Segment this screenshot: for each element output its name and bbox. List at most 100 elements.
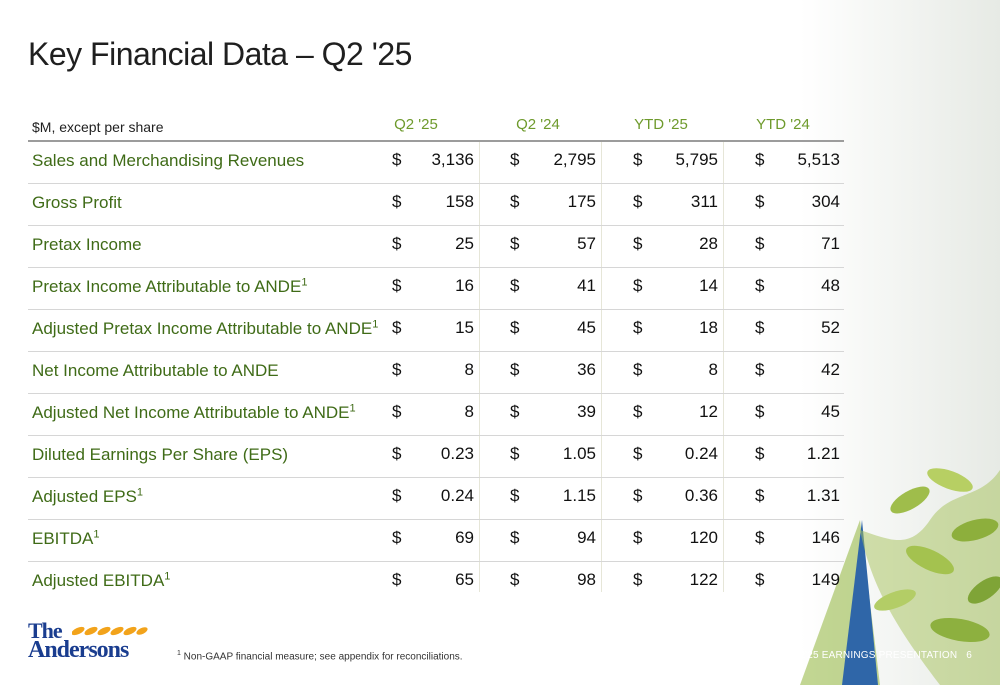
table-cell-value: 12: [699, 402, 718, 421]
table-cell-value: 0.24: [684, 444, 718, 463]
currency-symbol: $: [755, 528, 765, 547]
row-label-text: Sales and Merchandising Revenues: [32, 151, 305, 170]
financial-table: Sales and Merchandising Revenues $3,136 $2…: [28, 142, 844, 603]
currency-symbol: $: [392, 402, 402, 421]
currency-symbol: $: [755, 360, 765, 379]
currency-symbol: $: [392, 570, 402, 589]
column-header-q2-25: Q2 '25: [394, 116, 438, 133]
currency-symbol: $: [392, 234, 402, 253]
currency-symbol: $: [392, 360, 402, 379]
currency-symbol: $: [633, 192, 643, 211]
table-cell-value: 149: [811, 570, 840, 589]
table-cell-value: 98: [577, 570, 596, 589]
header-divider: [28, 140, 844, 142]
table-cell-value: 71: [821, 234, 840, 253]
currency-symbol: $: [510, 402, 520, 421]
table-cell-value: 45: [577, 318, 596, 337]
row-label: Adjusted EPS1: [32, 487, 143, 507]
row-label: Adjusted Net Income Attributable to ANDE…: [32, 403, 356, 423]
currency-symbol: $: [510, 360, 520, 379]
currency-symbol: $: [510, 486, 520, 505]
column-divider: [723, 142, 724, 592]
table-cell-value: 2,795: [553, 150, 596, 169]
row-label: Pretax Income Attributable to ANDE1: [32, 277, 307, 297]
currency-symbol: $: [392, 150, 402, 169]
table-cell-value: 15: [455, 318, 474, 337]
table-cell-value: 57: [577, 234, 596, 253]
table-row: Sales and Merchandising Revenues $3,136 $2…: [28, 142, 844, 184]
currency-symbol: $: [633, 318, 643, 337]
table-cell-value: 1.31: [806, 486, 840, 505]
row-label: Pretax Income: [32, 235, 142, 255]
logo-line-2: Andersons: [28, 637, 129, 663]
currency-symbol: $: [392, 192, 402, 211]
currency-symbol: $: [510, 444, 520, 463]
column-divider: [479, 142, 480, 592]
currency-symbol: $: [510, 192, 520, 211]
table-cell-value: 45: [821, 402, 840, 421]
row-label: Diluted Earnings Per Share (EPS): [32, 445, 288, 465]
row-label-text: EBITDA: [32, 529, 94, 548]
column-header-q2-24: Q2 '24: [516, 116, 560, 133]
currency-symbol: $: [510, 234, 520, 253]
currency-symbol: $: [510, 276, 520, 295]
row-label: Net Income Attributable to ANDE: [32, 361, 279, 381]
currency-symbol: $: [755, 276, 765, 295]
currency-symbol: $: [633, 402, 643, 421]
table-row: Pretax Income $25 $57 $28 $71: [28, 226, 844, 268]
row-label-text: Pretax Income Attributable to ANDE: [32, 277, 302, 296]
table-cell-value: 304: [811, 192, 840, 211]
currency-symbol: $: [510, 318, 520, 337]
column-divider: [601, 142, 602, 592]
currency-symbol: $: [633, 360, 643, 379]
table-cell-value: 8: [464, 402, 474, 421]
table-cell-value: 8: [464, 360, 474, 379]
table-cell-value: 5,513: [797, 150, 840, 169]
row-label-text: Diluted Earnings Per Share (EPS): [32, 445, 289, 464]
row-label-text: Adjusted EPS: [32, 487, 137, 506]
currency-symbol: $: [755, 486, 765, 505]
logo-line-1: The: [28, 618, 63, 643]
page-number: 6: [966, 650, 972, 661]
table-cell-value: 69: [455, 528, 474, 547]
table-row: Net Income Attributable to ANDE $8 $36 $8 $4…: [28, 352, 844, 394]
table-cell-value: 39: [577, 402, 596, 421]
table-cell-value: 0.23: [440, 444, 474, 463]
currency-symbol: $: [392, 486, 402, 505]
row-label-text: Pretax Income: [32, 235, 142, 254]
table-cell-value: 1.21: [806, 444, 840, 463]
table-cell-value: 175: [567, 192, 596, 211]
currency-symbol: $: [755, 150, 765, 169]
currency-symbol: $: [755, 570, 765, 589]
footnote-marker: 1: [372, 318, 379, 331]
table-cell-value: 18: [699, 318, 718, 337]
row-label: EBITDA1: [32, 529, 100, 549]
row-label: Gross Profit: [32, 193, 122, 213]
row-label-text: Adjusted EBITDA: [32, 571, 165, 590]
company-logo: The Andersons: [28, 618, 148, 664]
currency-symbol: $: [392, 318, 402, 337]
table-row: Pretax Income Attributable to ANDE1 $16 $4…: [28, 268, 844, 310]
table-cell-value: 158: [445, 192, 474, 211]
footer: Q2'25 EARNINGS PRESENTATION 6: [791, 650, 972, 661]
footer-label: Q2'25 EARNINGS PRESENTATION: [791, 650, 958, 661]
table-cell-value: 311: [690, 192, 718, 211]
footnote-marker: 1: [136, 486, 144, 499]
table-cell-value: 122: [689, 570, 718, 589]
table-cell-value: 94: [577, 528, 596, 547]
table-row: EBITDA1 $69 $94 $120 $146: [28, 520, 844, 562]
currency-symbol: $: [633, 276, 643, 295]
table-cell-value: 52: [821, 318, 840, 337]
currency-symbol: $: [510, 150, 520, 169]
table-cell-value: 8: [708, 360, 718, 379]
page-title: Key Financial Data – Q2 '25: [28, 36, 412, 72]
table-cell-value: 1.15: [562, 486, 596, 505]
row-label: Adjusted EBITDA1: [32, 571, 170, 591]
table-cell-value: 120: [689, 528, 718, 547]
table-cell-value: 5,795: [675, 150, 718, 169]
table-row: Adjusted Pretax Income Attributable to A…: [28, 310, 844, 352]
currency-symbol: $: [633, 444, 643, 463]
table-row: Diluted Earnings Per Share (EPS) $0.23 $1.…: [28, 436, 844, 478]
table-cell-value: 146: [811, 528, 840, 547]
